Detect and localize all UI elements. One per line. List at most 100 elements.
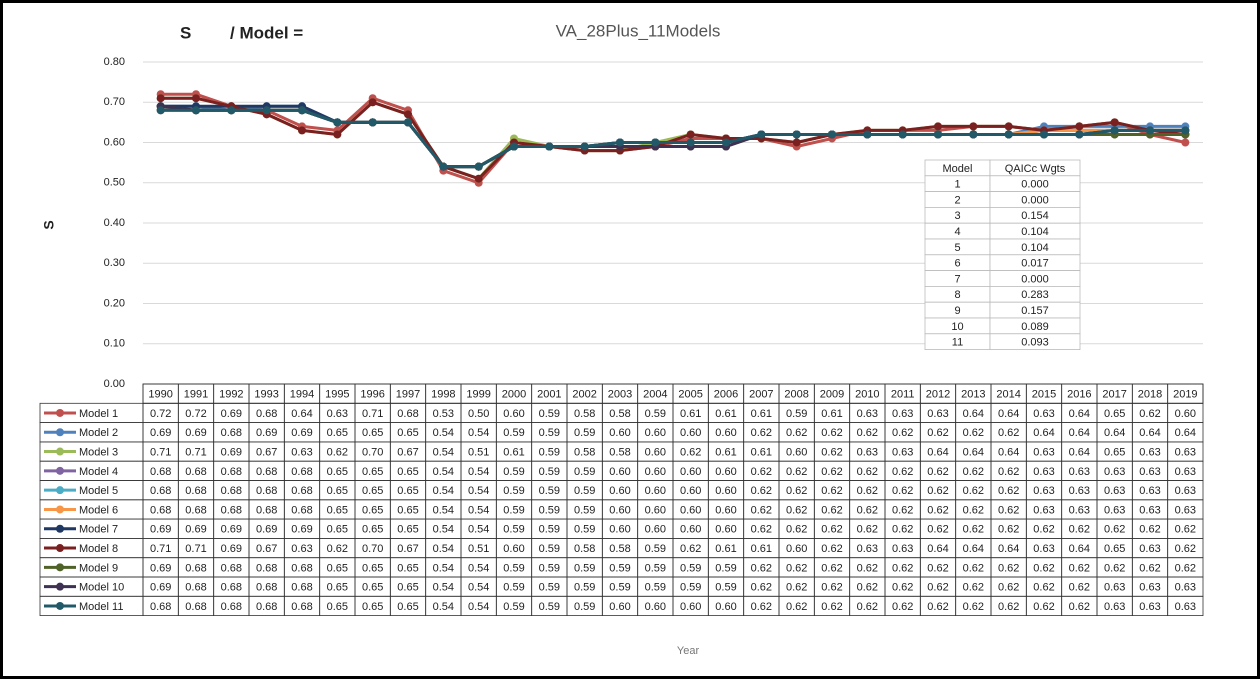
- weights-text: 4: [954, 226, 960, 238]
- table-value: 0.68: [185, 504, 206, 516]
- table-value: 0.54: [433, 504, 454, 516]
- legend-label: Model 9: [79, 562, 118, 574]
- weights-cell: [989, 333, 1081, 350]
- table-value: 0.59: [574, 562, 595, 574]
- legend-marker: [56, 544, 64, 553]
- table-value: 0.59: [574, 524, 595, 536]
- x-tick-label: 2007: [749, 389, 773, 401]
- point: [580, 142, 589, 151]
- table-value: 0.63: [1139, 466, 1160, 478]
- table-value: 0.60: [609, 524, 630, 536]
- point: [333, 118, 342, 127]
- table-value: 0.61: [503, 446, 524, 458]
- table-value: 0.59: [503, 485, 524, 497]
- table-value: 0.62: [1175, 562, 1196, 574]
- x-tick-label: 1999: [466, 389, 490, 401]
- table-value: 0.68: [150, 485, 171, 497]
- table-value: 0.63: [1033, 485, 1054, 497]
- table-value: 0.58: [574, 543, 595, 555]
- table-value: 0.65: [362, 504, 383, 516]
- legend-marker: [56, 505, 64, 514]
- table-value: 0.62: [963, 485, 984, 497]
- table-value: 0.62: [857, 466, 878, 478]
- weights-text: 7: [954, 273, 960, 285]
- table-value: 0.69: [150, 524, 171, 536]
- table-value: 0.63: [1175, 601, 1196, 613]
- x-tick-label: 2005: [678, 389, 702, 401]
- table-value: 0.71: [150, 543, 171, 555]
- weights-text: 0.154: [1021, 210, 1049, 222]
- table-value: 0.62: [751, 524, 772, 536]
- table-value: 0.69: [150, 582, 171, 594]
- table-value: 0.59: [645, 408, 666, 420]
- table-value: 0.63: [857, 446, 878, 458]
- table-value: 0.65: [397, 485, 418, 497]
- legend-label: Model 7: [79, 524, 118, 536]
- point: [722, 138, 730, 147]
- table-value: 0.65: [327, 485, 348, 497]
- table-value: 0.62: [821, 466, 842, 478]
- point: [510, 142, 518, 151]
- table-value: 0.62: [1069, 562, 1090, 574]
- weights-text: 0.283: [1021, 289, 1049, 301]
- table-value: 0.62: [963, 601, 984, 613]
- table-value: 0.63: [291, 543, 312, 555]
- table-value: 0.62: [1033, 601, 1054, 613]
- table-value: 0.62: [927, 485, 948, 497]
- table-value: 0.62: [1033, 562, 1054, 574]
- weights-text: 0.089: [1021, 321, 1049, 333]
- legend-label: Model 11: [79, 601, 123, 613]
- table-value: 0.65: [397, 562, 418, 574]
- series-line: [160, 96, 1186, 181]
- table-value: 0.69: [221, 543, 242, 555]
- table-value: 0.60: [680, 466, 701, 478]
- point: [368, 98, 377, 107]
- table-value: 0.62: [998, 504, 1019, 516]
- point: [1004, 122, 1013, 131]
- table-value: 0.54: [433, 543, 454, 555]
- point: [156, 106, 165, 115]
- x-tick-label: 2012: [926, 389, 950, 401]
- point: [1075, 130, 1084, 139]
- weights-text: 5: [954, 242, 960, 254]
- table-value: 0.59: [539, 427, 560, 439]
- table-value: 0.59: [503, 524, 524, 536]
- table-value: 0.62: [892, 562, 913, 574]
- table-value: 0.62: [786, 582, 807, 594]
- table-value: 0.62: [892, 466, 913, 478]
- table-value: 0.63: [1104, 504, 1125, 516]
- y-tick-label: 0.50: [104, 177, 125, 189]
- table-value: 0.61: [751, 446, 772, 458]
- point: [156, 94, 165, 103]
- point: [1181, 126, 1190, 135]
- table-value: 0.59: [539, 582, 560, 594]
- point: [898, 130, 907, 139]
- table-value: 0.65: [1104, 543, 1125, 555]
- table-value: 0.62: [998, 485, 1019, 497]
- table-value: 0.63: [1033, 504, 1054, 516]
- table-value: 0.71: [185, 543, 206, 555]
- table-value: 0.62: [927, 504, 948, 516]
- table-value: 0.62: [1104, 562, 1125, 574]
- table-value: 0.58: [609, 408, 630, 420]
- table-value: 0.64: [1069, 427, 1090, 439]
- weights-text: 0.017: [1021, 258, 1049, 270]
- y-tick-label: 0.20: [104, 297, 125, 309]
- table-value: 0.54: [468, 524, 489, 536]
- point: [934, 130, 942, 139]
- table-value: 0.51: [468, 446, 489, 458]
- point: [1004, 130, 1013, 139]
- legend-label: Model 4: [79, 466, 118, 478]
- table-value: 0.68: [256, 601, 277, 613]
- table-value: 0.65: [397, 504, 418, 516]
- table-value: 0.62: [857, 601, 878, 613]
- table-value: 0.65: [362, 524, 383, 536]
- table-value: 0.65: [362, 427, 383, 439]
- table-value: 0.69: [291, 524, 312, 536]
- x-tick-label: 2018: [1138, 389, 1162, 401]
- legend-marker: [56, 447, 64, 456]
- table-value: 0.59: [503, 582, 524, 594]
- table-value: 0.59: [503, 601, 524, 613]
- table-value: 0.59: [715, 582, 736, 594]
- table-value: 0.62: [680, 543, 701, 555]
